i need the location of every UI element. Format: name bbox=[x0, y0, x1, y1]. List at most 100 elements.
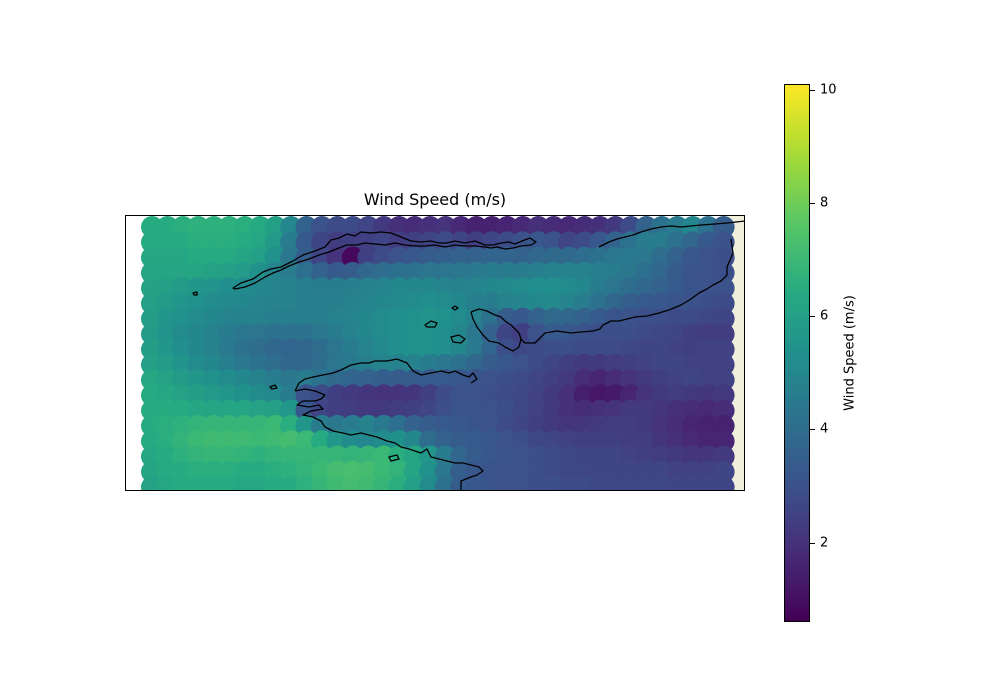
colorbar-tick-label: 2 bbox=[820, 535, 829, 551]
wind-speed-marker bbox=[156, 338, 179, 361]
wind-speed-marker bbox=[341, 277, 364, 300]
colorbar-title: Wind Speed (m/s) bbox=[842, 295, 858, 411]
wind-speed-marker bbox=[589, 338, 611, 361]
wind-speed-marker bbox=[388, 231, 411, 254]
wind-speed-marker bbox=[604, 353, 627, 376]
wind-speed-marker bbox=[527, 323, 550, 346]
wind-speed-marker bbox=[434, 399, 457, 422]
wind-speed-marker bbox=[187, 216, 210, 238]
wind-speed-marker bbox=[326, 384, 349, 407]
wind-speed-marker bbox=[218, 399, 241, 422]
wind-speed-marker bbox=[326, 231, 349, 254]
wind-speed-marker bbox=[697, 430, 720, 453]
wind-speed-marker bbox=[681, 414, 704, 437]
wind-speed-marker bbox=[264, 216, 287, 238]
wind-speed-marker bbox=[295, 231, 318, 254]
wind-speed-marker bbox=[465, 231, 488, 254]
wind-speed-marker bbox=[465, 246, 488, 269]
wind-speed-marker bbox=[573, 430, 596, 453]
wind-speed-marker bbox=[480, 261, 503, 284]
wind-speed-marker bbox=[341, 323, 364, 346]
wind-speed-map bbox=[141, 215, 745, 491]
wind-speed-marker bbox=[465, 216, 488, 238]
wind-speed-marker bbox=[202, 399, 225, 422]
wind-speed-marker bbox=[249, 460, 272, 483]
island-scilly bbox=[192, 291, 198, 296]
wind-speed-marker bbox=[171, 414, 194, 437]
wind-speed-marker bbox=[233, 261, 256, 284]
wind-speed-marker bbox=[450, 399, 472, 422]
wind-speed-marker bbox=[218, 216, 241, 238]
wind-speed-marker bbox=[589, 445, 611, 468]
wind-speed-marker bbox=[619, 353, 642, 376]
wind-speed-marker bbox=[326, 353, 349, 376]
wind-speed-marker bbox=[635, 353, 658, 376]
wind-speed-marker bbox=[326, 460, 349, 483]
wind-speed-marker bbox=[326, 307, 349, 330]
wind-speed-marker bbox=[372, 231, 395, 254]
wind-speed-marker bbox=[589, 292, 611, 315]
wind-speed-marker bbox=[480, 353, 503, 376]
wind-speed-marker bbox=[202, 338, 225, 361]
wind-speed-marker bbox=[388, 323, 411, 346]
wind-speed-marker bbox=[388, 338, 411, 361]
wind-speed-marker bbox=[527, 261, 550, 284]
wind-speed-marker bbox=[434, 261, 457, 284]
wind-speed-marker bbox=[218, 384, 241, 407]
wind-speed-marker bbox=[419, 414, 442, 437]
wind-speed-marker bbox=[650, 261, 673, 284]
wind-speed-marker bbox=[233, 353, 256, 376]
wind-speed-marker bbox=[280, 323, 302, 346]
wind-speed-marker bbox=[635, 277, 658, 300]
wind-speed-marker bbox=[326, 261, 349, 284]
wind-speed-marker bbox=[573, 216, 596, 238]
wind-speed-marker bbox=[372, 323, 395, 346]
wind-speed-marker bbox=[681, 399, 704, 422]
wind-speed-marker bbox=[372, 338, 395, 361]
wind-speed-marker bbox=[341, 430, 364, 453]
wind-speed-marker bbox=[388, 277, 411, 300]
wind-speed-marker bbox=[295, 277, 318, 300]
wind-speed-marker bbox=[666, 414, 689, 437]
wind-speed-marker bbox=[619, 430, 642, 453]
wind-speed-marker bbox=[681, 338, 704, 361]
wind-speed-marker bbox=[156, 445, 179, 468]
wind-speed-marker bbox=[712, 399, 735, 422]
wind-speed-marker bbox=[372, 445, 395, 468]
wind-speed-marker bbox=[511, 430, 534, 453]
wind-speed-marker bbox=[697, 384, 720, 407]
wind-speed-marker bbox=[635, 323, 658, 346]
wind-speed-marker bbox=[619, 261, 642, 284]
wind-speed-marker bbox=[697, 353, 720, 376]
wind-speed-marker bbox=[511, 414, 534, 437]
wind-speed-marker bbox=[233, 246, 256, 269]
wind-speed-marker bbox=[372, 369, 395, 391]
wind-speed-marker bbox=[233, 231, 256, 254]
wind-speed-marker bbox=[218, 231, 241, 254]
wind-speed-marker bbox=[233, 292, 256, 315]
wind-speed-marker bbox=[141, 430, 163, 453]
wind-speed-marker bbox=[187, 384, 210, 407]
wind-speed-marker bbox=[388, 445, 411, 468]
colorbar-tick-label: 6 bbox=[820, 308, 829, 324]
wind-speed-marker bbox=[666, 353, 689, 376]
wind-speed-marker bbox=[573, 460, 596, 483]
wind-speed-marker bbox=[712, 292, 735, 315]
wind-speed-marker bbox=[202, 353, 225, 376]
wind-speed-marker bbox=[604, 307, 627, 330]
wind-speed-marker bbox=[388, 460, 411, 483]
wind-speed-marker bbox=[681, 430, 704, 453]
wind-speed-marker bbox=[218, 369, 241, 391]
wind-speed-marker bbox=[511, 460, 534, 483]
island-ouessant bbox=[269, 384, 278, 390]
wind-speed-marker bbox=[171, 216, 194, 238]
wind-speed-marker bbox=[357, 277, 380, 300]
wind-speed-marker bbox=[527, 246, 550, 269]
wind-speed-marker bbox=[480, 246, 503, 269]
wind-speed-marker bbox=[419, 384, 442, 407]
wind-speed-marker bbox=[496, 292, 519, 315]
wind-speed-marker bbox=[450, 414, 472, 437]
wind-speed-marker bbox=[264, 414, 287, 437]
wind-speed-marker bbox=[573, 261, 596, 284]
wind-speed-marker bbox=[650, 246, 673, 269]
